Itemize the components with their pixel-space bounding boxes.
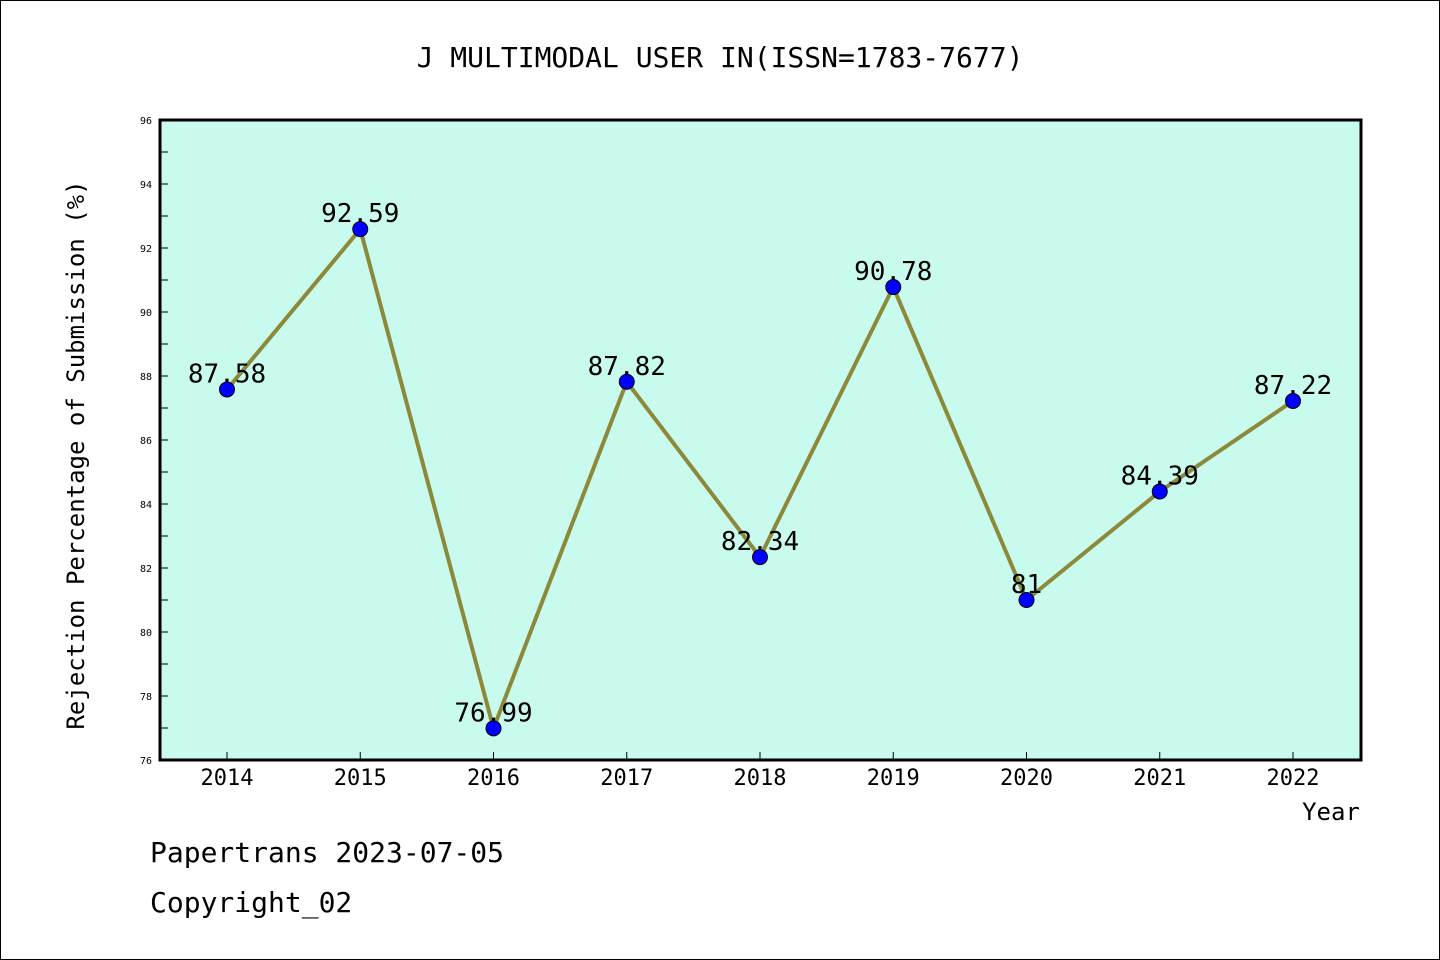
data-point (1018, 592, 1035, 608)
data-labels: 87.58 92.59 76.99 87.82 82.34 90.78 81 84.39 87.… (188, 199, 1332, 728)
y-axis: 76 78 80 82 84 86 88 90 92 94 96 (140, 116, 168, 767)
data-point (219, 381, 235, 398)
data-label: 76.99 (454, 698, 532, 728)
x-tick-label: 2020 (1000, 766, 1053, 791)
data-label: 90.78 (854, 257, 932, 287)
y-axis-label: Rejection Percentage of Submission (%) (62, 180, 90, 729)
data-point (885, 279, 902, 296)
data-point (1151, 483, 1168, 500)
data-label: 84.39 (1121, 462, 1199, 492)
y-tick-label: 76 (140, 756, 152, 767)
y-tick-label: 80 (140, 628, 152, 639)
data-point (752, 549, 768, 566)
y-tick-label: 82 (140, 564, 152, 575)
data-label: 82.34 (721, 527, 799, 557)
y-tick-label: 86 (140, 436, 152, 447)
x-tick-label: 2018 (734, 766, 787, 791)
data-point (618, 373, 635, 390)
y-tick-label: 94 (140, 180, 152, 191)
x-tick-label: 2017 (600, 766, 653, 791)
y-tick-label: 90 (140, 308, 152, 319)
y-tick-label: 78 (140, 692, 152, 703)
data-label: 87.22 (1254, 371, 1332, 401)
x-tick-label: 2019 (867, 766, 920, 791)
x-axis: 2014 2015 2016 2017 2018 2019 2020 2021 2022 (201, 752, 1320, 791)
y-tick-label: 88 (140, 372, 152, 383)
footer-copyright: Copyright_02 (150, 886, 353, 919)
data-point (1285, 392, 1301, 409)
data-label: 92.59 (321, 199, 399, 229)
data-label: 81 (1011, 570, 1042, 600)
x-tick-label: 2022 (1267, 766, 1320, 791)
chart-title: J MULTIMODAL USER IN(ISSN=1783-7677) (417, 41, 1024, 74)
y-tick-label: 92 (140, 244, 152, 255)
series-markers (219, 221, 1301, 737)
data-point (485, 720, 502, 737)
x-tick-label: 2021 (1133, 766, 1186, 791)
footer-date: Papertrans 2023-07-05 (150, 836, 505, 869)
x-tick-label: 2014 (201, 766, 254, 791)
x-tick-label: 2016 (467, 766, 520, 791)
x-tick-label: 2015 (334, 766, 387, 791)
y-tick-label: 96 (140, 116, 152, 127)
data-label: 87.58 (188, 359, 266, 389)
y-tick-label: 84 (140, 500, 152, 511)
x-axis-label: Year (1302, 798, 1360, 826)
data-label: 87.82 (588, 352, 666, 382)
data-point (352, 221, 369, 238)
